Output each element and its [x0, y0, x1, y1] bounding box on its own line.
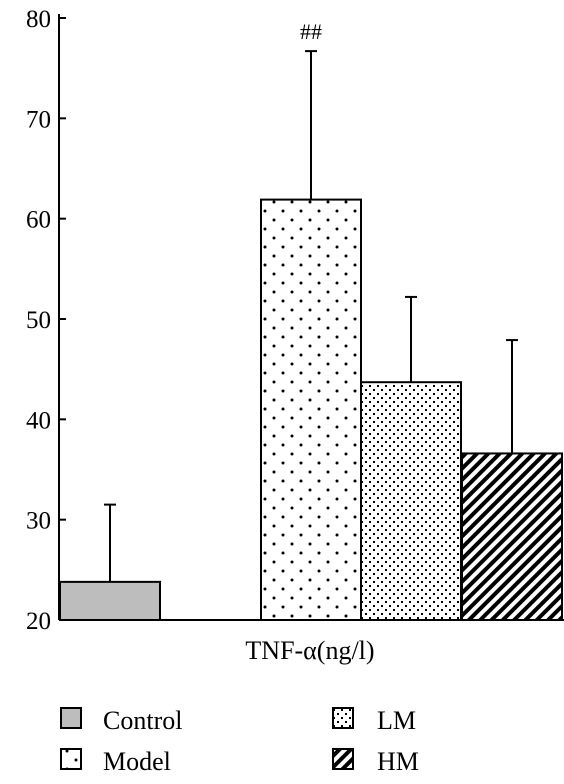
legend-label-control: Control: [103, 706, 182, 735]
legend-label-hm: HM: [377, 747, 419, 776]
bar-hm: [461, 452, 563, 621]
legend-label-model: Model: [103, 747, 171, 776]
y-tick-label: 60: [26, 207, 51, 234]
bar-lm: [360, 381, 462, 621]
legend-swatch-lm: [332, 707, 354, 729]
x-axis-label: TNF-α(ng/l): [245, 636, 374, 665]
y-tick-label: 70: [26, 106, 51, 133]
bars: [59, 50, 563, 622]
y-tick-label: 80: [26, 6, 51, 33]
axes: 20 30 40 50 60 70 80: [26, 6, 564, 635]
annotations: ##: [300, 19, 322, 44]
significance-marker: ##: [300, 19, 322, 44]
bar-control: [59, 580, 161, 622]
y-tick-label: 30: [26, 508, 51, 535]
legend-swatch-model: [60, 748, 82, 770]
y-tick-label: 50: [26, 307, 51, 334]
y-tick-label: 40: [26, 407, 51, 434]
legend-swatch-hm: [332, 748, 354, 770]
legend-swatch-control: [60, 707, 82, 729]
y-tick-label: 20: [26, 608, 51, 635]
legend: Control Model LM HM: [60, 706, 419, 776]
bar-model: [260, 198, 362, 621]
legend-label-lm: LM: [377, 706, 416, 735]
